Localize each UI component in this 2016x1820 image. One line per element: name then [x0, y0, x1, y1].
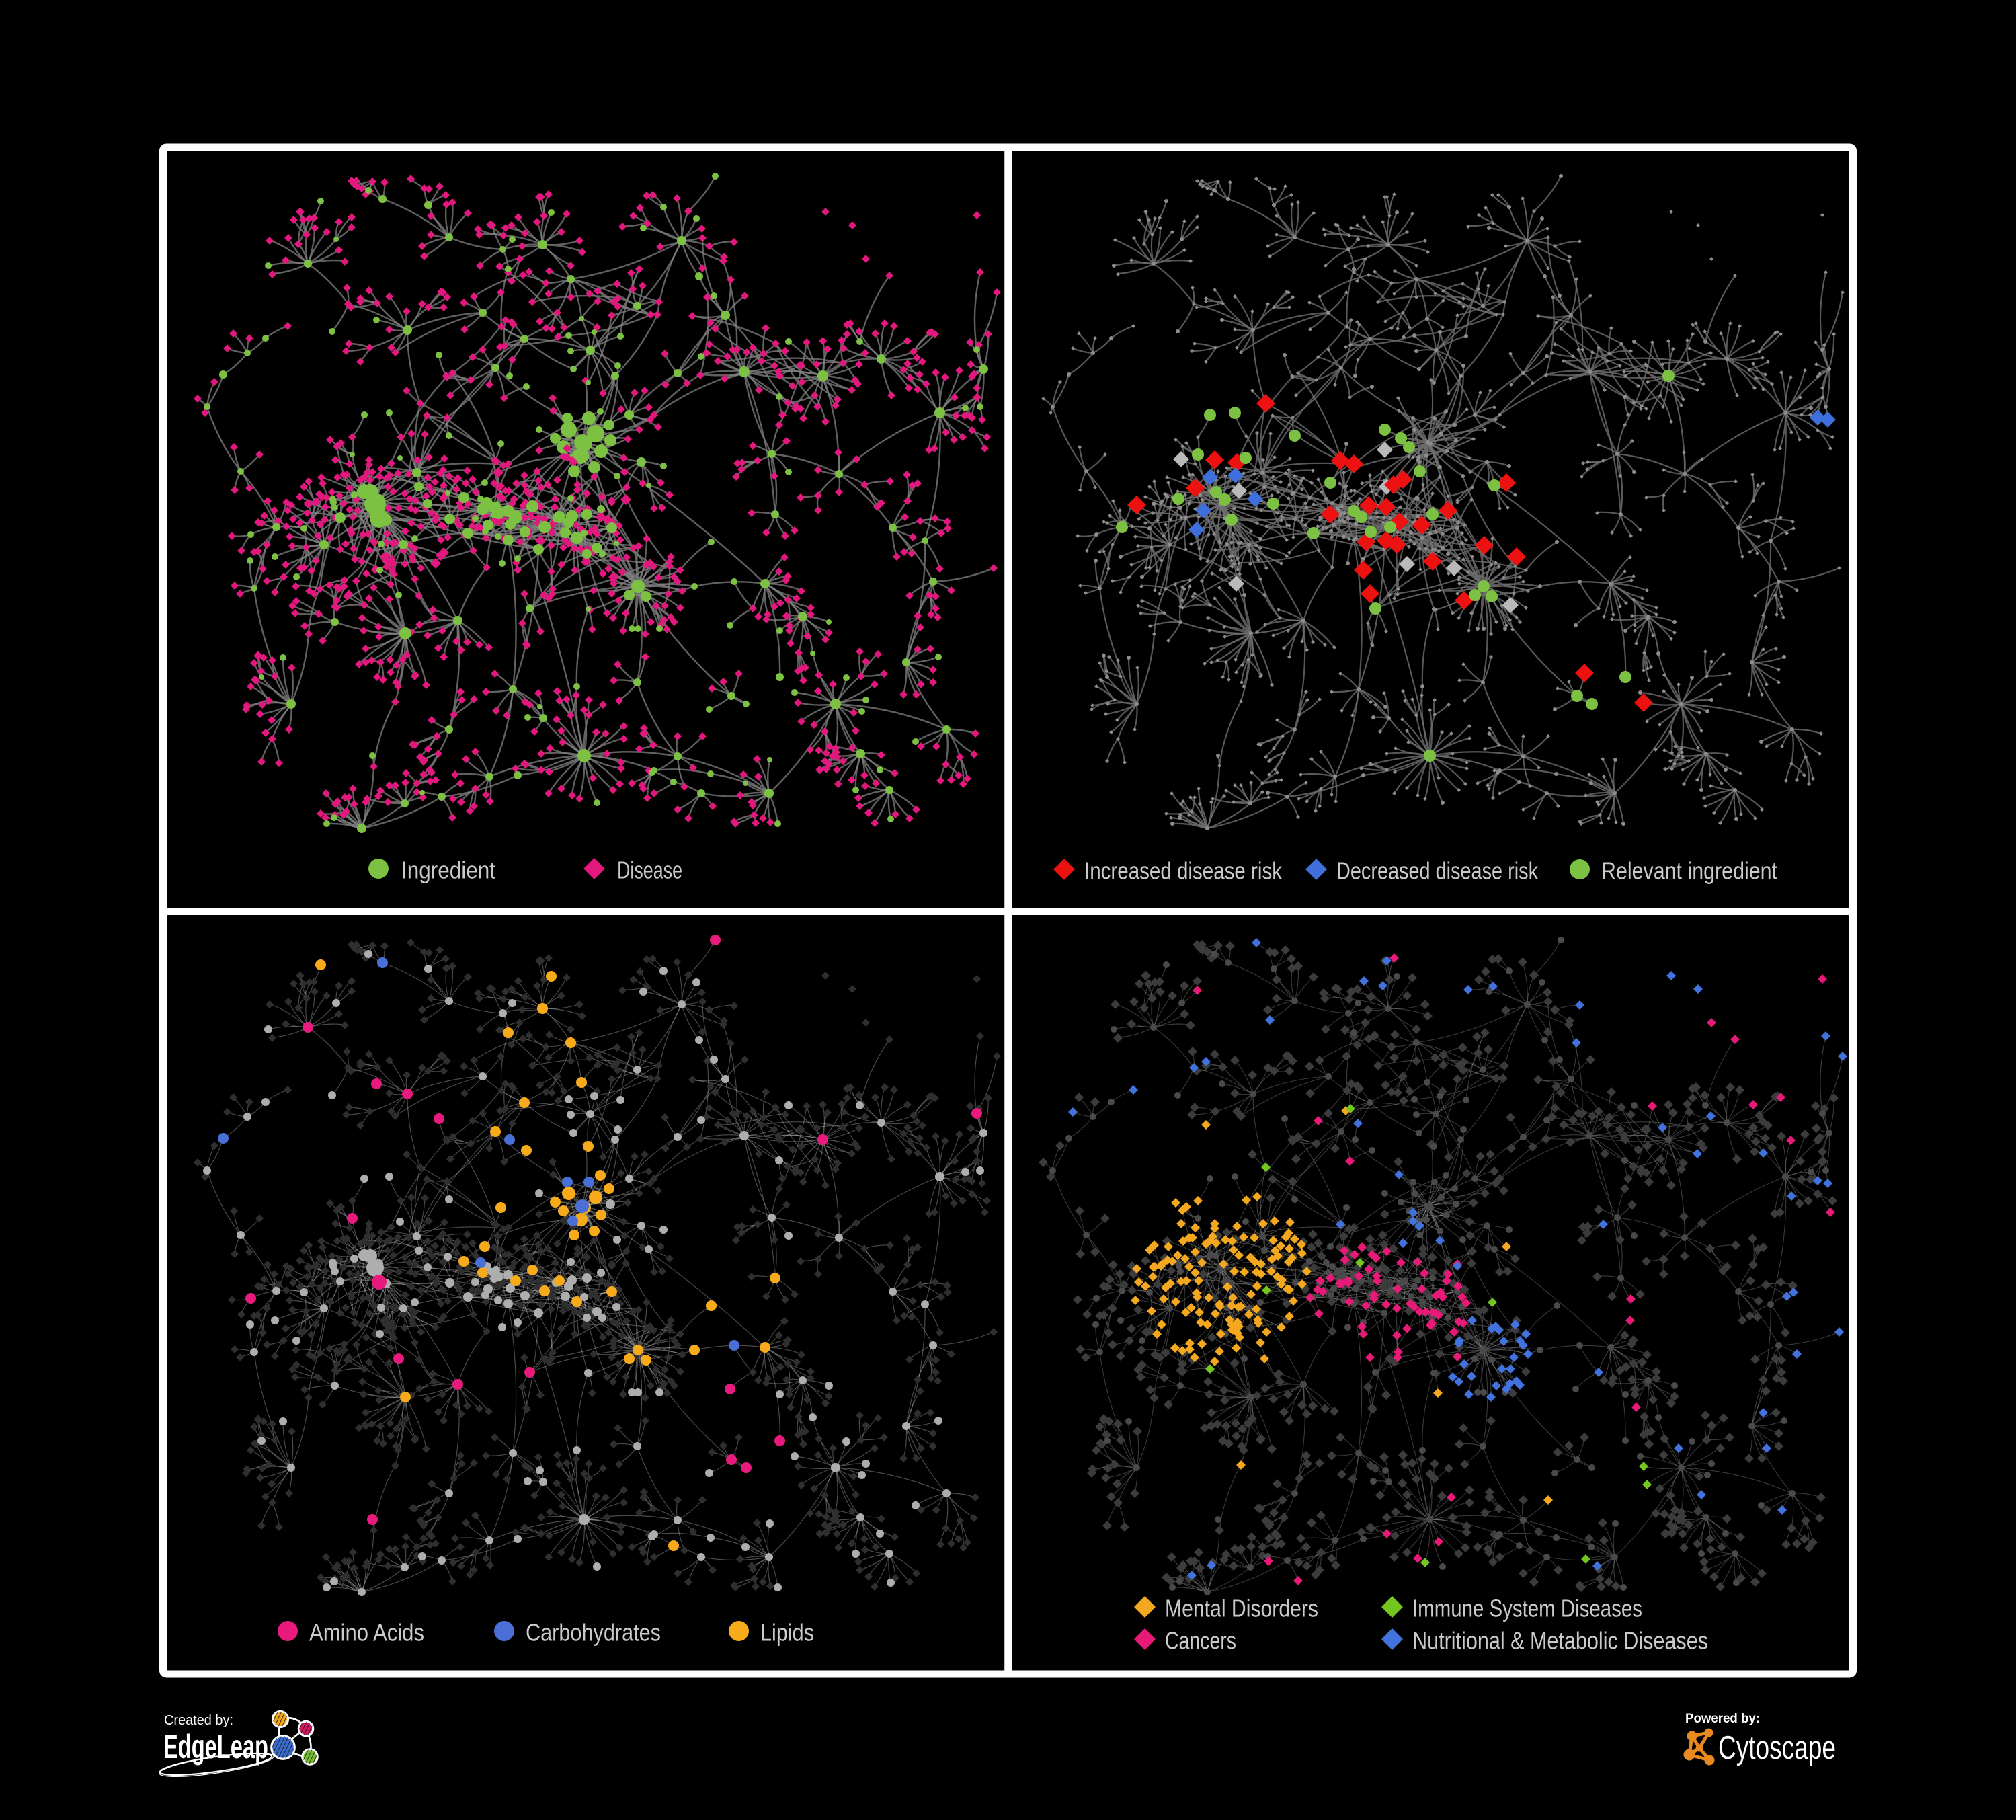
svg-text:Lipids: Lipids — [760, 1619, 814, 1647]
svg-text:Decreased disease risk: Decreased disease risk — [1336, 857, 1539, 885]
svg-text:Amino Acids: Amino Acids — [309, 1619, 424, 1647]
svg-text:Nutritional & Metabolic Diseas: Nutritional & Metabolic Diseases — [1412, 1627, 1708, 1655]
svg-text:Cytoscape: Cytoscape — [1718, 1730, 1836, 1766]
svg-text:Ingredient: Ingredient — [401, 857, 495, 884]
svg-text:Disease: Disease — [617, 857, 682, 884]
svg-text:Mental Disorders: Mental Disorders — [1165, 1595, 1318, 1622]
svg-text:Increased disease risk: Increased disease risk — [1084, 857, 1283, 885]
svg-text:Carbohydrates: Carbohydrates — [526, 1619, 661, 1647]
svg-text:Relevant ingredient: Relevant ingredient — [1601, 857, 1777, 885]
svg-text:Cancers: Cancers — [1165, 1627, 1236, 1655]
svg-text:Created by:: Created by: — [164, 1713, 233, 1728]
svg-text:EdgeLeap: EdgeLeap — [163, 1728, 268, 1766]
svg-text:Immune System Diseases: Immune System Diseases — [1412, 1595, 1642, 1622]
svg-text:Powered by:: Powered by: — [1685, 1712, 1760, 1726]
